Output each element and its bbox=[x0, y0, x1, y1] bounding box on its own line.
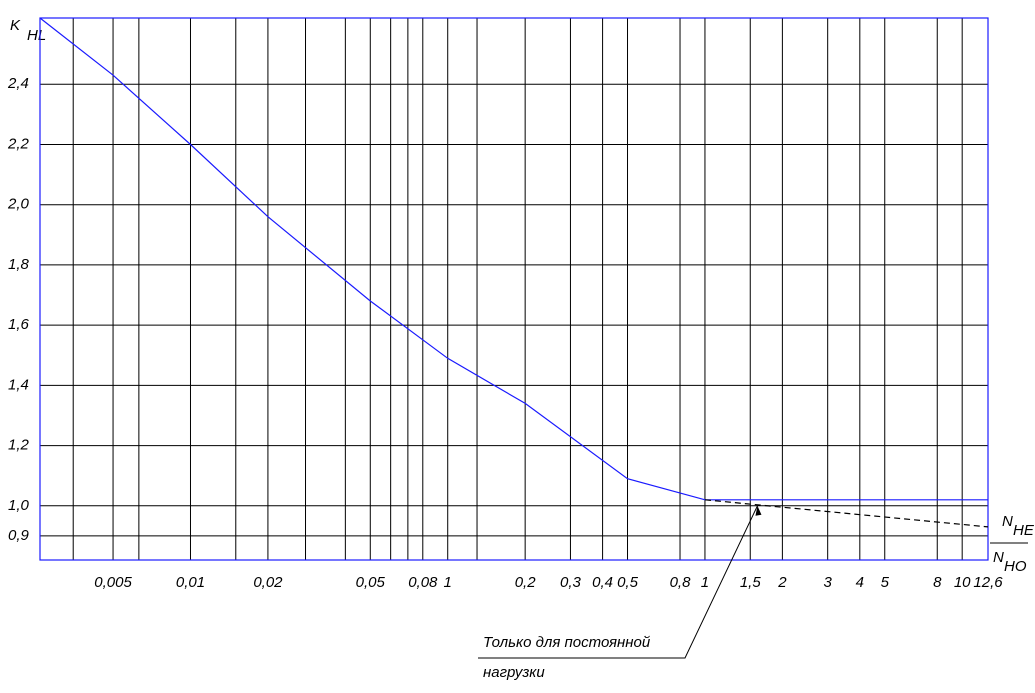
x-tick-label: 12,6 bbox=[973, 574, 1003, 591]
annotation: нагрузки bbox=[483, 664, 545, 681]
x-tick-label: 5 bbox=[881, 574, 890, 591]
y-tick-label: 1,2 bbox=[8, 437, 30, 454]
annotation: Только для постоянной bbox=[483, 634, 651, 651]
arrow-head bbox=[755, 505, 762, 516]
x-tick-label: 0,5 bbox=[617, 574, 639, 591]
x-label-num: N bbox=[1002, 513, 1013, 530]
x-tick-label: 3 bbox=[824, 574, 833, 591]
y-tick-label: 1,8 bbox=[8, 256, 30, 273]
x-tick-label: 0,05 bbox=[356, 574, 386, 591]
x-tick-label: 0,8 bbox=[670, 574, 692, 591]
x-tick-label: 0,08 bbox=[408, 574, 438, 591]
y-tick-label: 2,0 bbox=[7, 196, 30, 213]
x-tick-label: 0,2 bbox=[515, 574, 537, 591]
y-tick-label: 1,6 bbox=[8, 316, 30, 333]
x-tick-label: 10 bbox=[954, 574, 971, 591]
x-tick-label: 8 bbox=[933, 574, 942, 591]
x-tick-label: 0,4 bbox=[592, 574, 613, 591]
data-line bbox=[704, 499, 989, 528]
y-label-sub: HL bbox=[27, 27, 46, 44]
y-tick-label: 1,0 bbox=[8, 497, 30, 514]
y-tick-label: 1,4 bbox=[8, 376, 29, 393]
x-tick-label: 1 bbox=[701, 574, 709, 591]
x-label-den: N bbox=[993, 549, 1004, 566]
x-tick-label: 2 bbox=[777, 574, 787, 591]
y-label: K bbox=[10, 17, 21, 34]
leader-line bbox=[478, 505, 758, 659]
y-tick-label: 2,2 bbox=[7, 135, 30, 152]
x-tick-label: 1 bbox=[444, 574, 452, 591]
x-label-den-sub: НО bbox=[1004, 558, 1027, 575]
y-tick-label: 0,9 bbox=[8, 527, 30, 544]
data-line bbox=[39, 17, 988, 501]
plot-frame bbox=[39, 17, 989, 561]
x-tick-label: 0,005 bbox=[94, 574, 132, 591]
x-tick-label: 0,01 bbox=[176, 574, 205, 591]
x-tick-label: 4 bbox=[856, 574, 864, 591]
x-label-num-sub: HE bbox=[1013, 522, 1035, 539]
x-tick-label: 0,02 bbox=[253, 574, 283, 591]
x-tick-label: 0,3 bbox=[560, 574, 582, 591]
x-tick-label: 1,5 bbox=[740, 574, 762, 591]
y-tick-label: 2,4 bbox=[7, 75, 29, 92]
